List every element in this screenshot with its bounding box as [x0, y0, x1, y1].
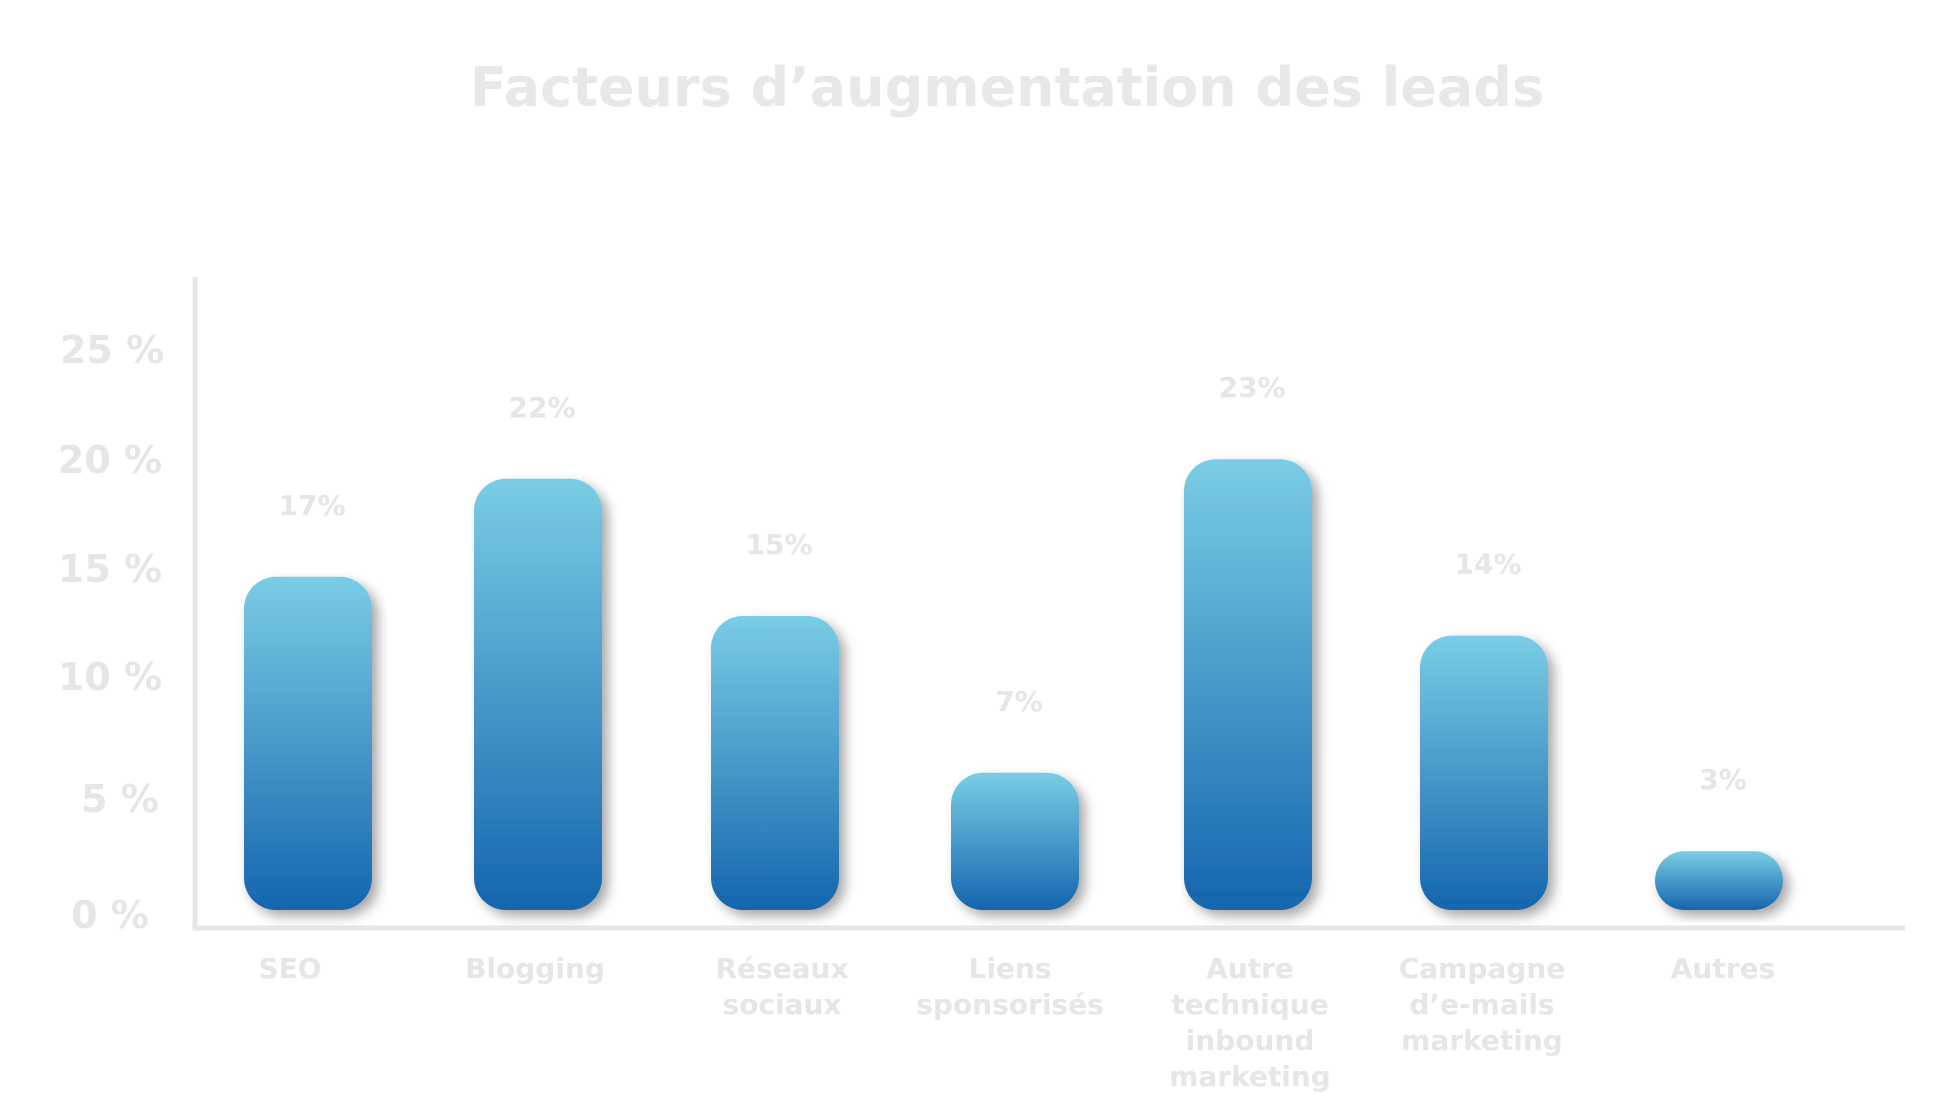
x-tick-label-line: sponsorisés — [916, 988, 1104, 1021]
x-tick-label: SEO — [258, 952, 321, 985]
x-tick-label: Autre technique inbound marketing — [1169, 952, 1331, 1093]
value-label: 23% — [1218, 371, 1285, 404]
bar — [1420, 635, 1548, 910]
x-tick-label-line: d’e-mails — [1409, 988, 1554, 1021]
value-label: 15% — [745, 528, 812, 561]
x-tick-label-line: Autre — [1206, 952, 1294, 985]
x-tick-label-line: Campagne — [1399, 952, 1566, 985]
x-tick-label-line: Réseaux — [715, 952, 848, 985]
x-tick-label: Campagne d’e-mails marketing — [1399, 952, 1566, 1057]
value-label: 3% — [1699, 763, 1747, 796]
bar — [951, 772, 1079, 910]
x-tick-label-line: Autres — [1671, 952, 1775, 985]
bar — [711, 616, 839, 910]
x-tick-label-line: Blogging — [465, 952, 605, 985]
bar — [474, 478, 602, 910]
x-tick-label: Liens sponsorisés — [916, 952, 1104, 1021]
x-tick-label-line: SEO — [258, 952, 321, 985]
x-tick-label: Réseaux sociaux — [715, 952, 848, 1021]
value-label: 22% — [508, 391, 575, 424]
x-tick-label-line: sociaux — [723, 988, 842, 1021]
y-tick-label: 5 % — [81, 777, 159, 821]
chart-title: Facteurs d’augmentation des leads — [470, 56, 1544, 119]
value-label: 14% — [1454, 548, 1521, 581]
x-tick-label-line: Liens — [968, 952, 1051, 985]
bar — [1655, 851, 1783, 910]
y-tick-label: 10 % — [58, 655, 162, 699]
y-tick-label: 25 % — [60, 328, 164, 372]
x-tick-label-line: technique — [1171, 988, 1328, 1021]
x-tick-label: Autres — [1671, 952, 1775, 985]
value-label: 7% — [995, 685, 1043, 718]
y-tick-label: 15 % — [58, 547, 162, 591]
x-tick-label-line: inbound — [1186, 1024, 1315, 1057]
x-tick-label: Blogging — [465, 952, 605, 985]
bar — [244, 576, 372, 910]
y-tick-label: 0 % — [71, 893, 149, 937]
bar — [1184, 459, 1312, 910]
value-label: 17% — [278, 489, 345, 522]
x-tick-label-line: marketing — [1169, 1060, 1331, 1093]
y-tick-label: 20 % — [58, 438, 162, 482]
x-tick-label-line: marketing — [1401, 1024, 1563, 1057]
